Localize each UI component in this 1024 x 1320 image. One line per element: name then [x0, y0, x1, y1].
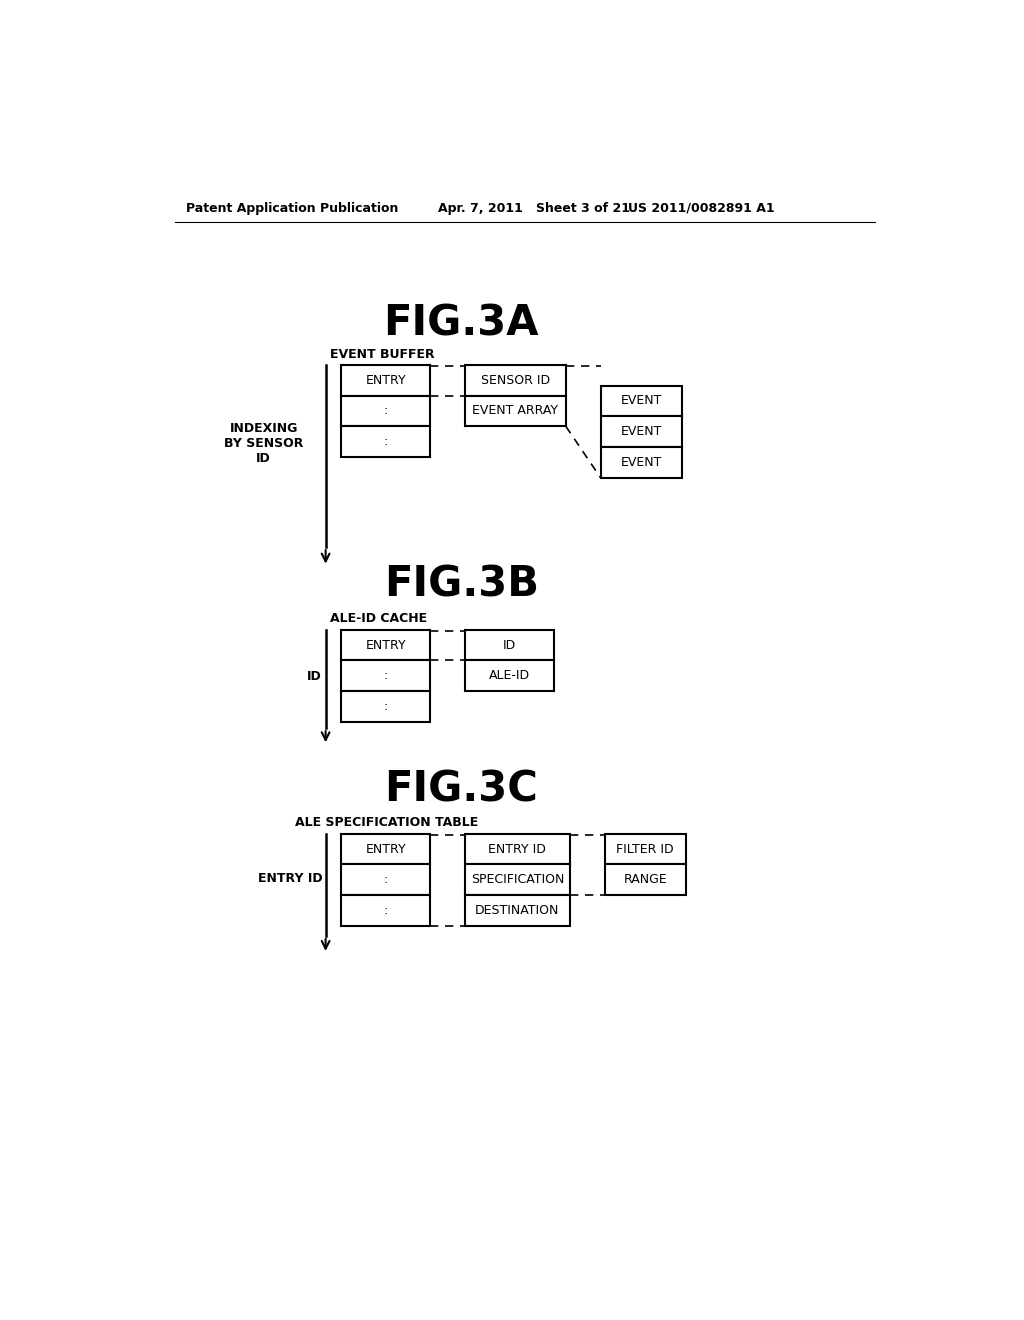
Text: ID: ID: [503, 639, 516, 652]
Text: ALE-ID CACHE: ALE-ID CACHE: [330, 611, 427, 624]
Text: ENTRY ID: ENTRY ID: [258, 871, 323, 884]
Text: :: :: [384, 904, 388, 917]
Bar: [341, 865, 430, 895]
Text: :: :: [384, 669, 388, 682]
Bar: [604, 834, 686, 865]
Text: Apr. 7, 2011   Sheet 3 of 21: Apr. 7, 2011 Sheet 3 of 21: [438, 202, 630, 215]
Text: RANGE: RANGE: [624, 874, 668, 887]
Text: ENTRY: ENTRY: [366, 842, 406, 855]
Bar: [341, 396, 430, 426]
Text: EVENT: EVENT: [621, 395, 663, 408]
Bar: [341, 834, 430, 865]
Bar: [465, 396, 566, 426]
Text: FILTER ID: FILTER ID: [616, 842, 674, 855]
Text: ENTRY: ENTRY: [366, 374, 406, 387]
Bar: [341, 660, 430, 692]
Text: DESTINATION: DESTINATION: [475, 904, 560, 917]
Bar: [465, 865, 569, 895]
Text: ALE-ID: ALE-ID: [489, 669, 530, 682]
Text: SENSOR ID: SENSOR ID: [481, 374, 550, 387]
Text: ID: ID: [306, 671, 322, 684]
Bar: [604, 865, 686, 895]
Text: :: :: [384, 436, 388, 449]
Text: US 2011/0082891 A1: US 2011/0082891 A1: [628, 202, 774, 215]
Bar: [341, 692, 430, 722]
Text: FIG.3B: FIG.3B: [384, 564, 539, 605]
Bar: [341, 426, 430, 457]
Bar: [465, 834, 569, 865]
Text: SPECIFICATION: SPECIFICATION: [471, 874, 564, 887]
Text: FIG.3A: FIG.3A: [384, 304, 539, 345]
Text: ALE SPECIFICATION TABLE: ALE SPECIFICATION TABLE: [295, 816, 478, 829]
Text: EVENT ARRAY: EVENT ARRAY: [472, 404, 558, 417]
Bar: [465, 630, 554, 660]
Text: EVENT: EVENT: [621, 455, 663, 469]
Bar: [341, 364, 430, 396]
Bar: [601, 416, 682, 447]
Text: EVENT: EVENT: [621, 425, 663, 438]
Bar: [341, 895, 430, 927]
Text: Patent Application Publication: Patent Application Publication: [186, 202, 398, 215]
Bar: [601, 385, 682, 416]
Text: :: :: [384, 874, 388, 887]
Text: ENTRY ID: ENTRY ID: [488, 842, 547, 855]
Text: :: :: [384, 404, 388, 417]
Bar: [465, 660, 554, 692]
Text: :: :: [384, 700, 388, 713]
Text: INDEXING
BY SENSOR
ID: INDEXING BY SENSOR ID: [224, 422, 303, 465]
Text: ENTRY: ENTRY: [366, 639, 406, 652]
Text: EVENT BUFFER: EVENT BUFFER: [330, 348, 434, 362]
Bar: [465, 895, 569, 927]
Text: FIG.3C: FIG.3C: [384, 768, 539, 810]
Bar: [601, 447, 682, 478]
Bar: [465, 364, 566, 396]
Bar: [341, 630, 430, 660]
